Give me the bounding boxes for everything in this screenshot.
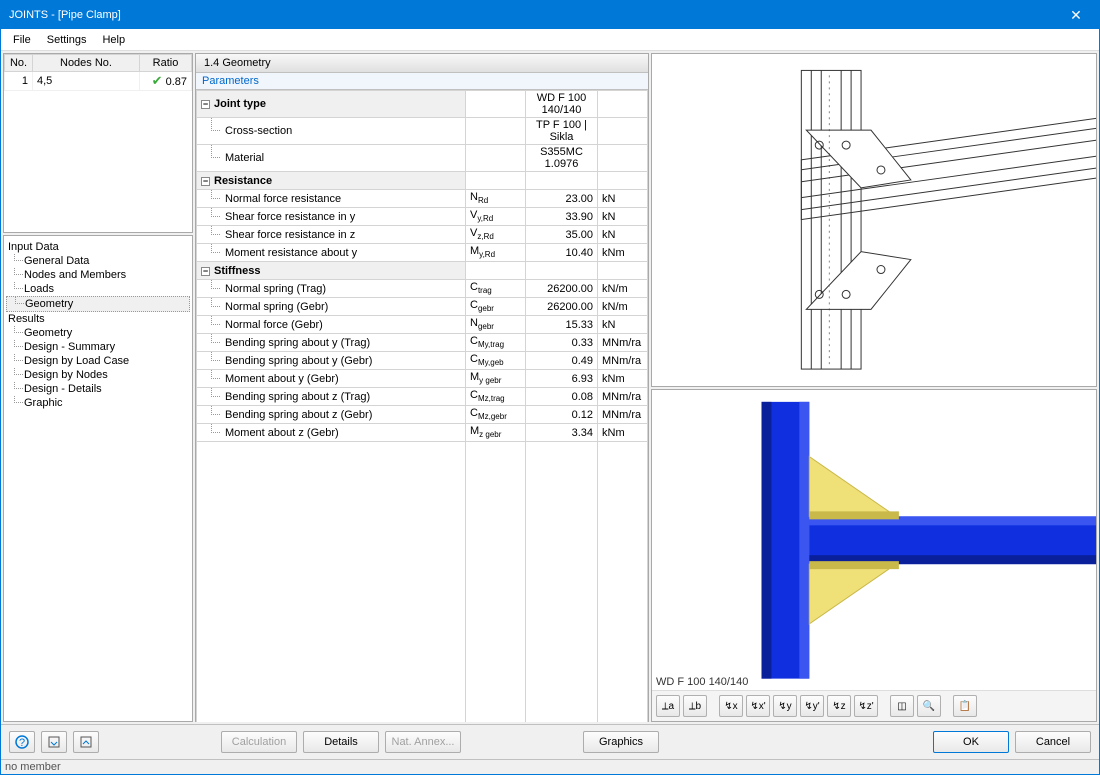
- tree-results[interactable]: Results: [6, 312, 190, 326]
- col-ratio[interactable]: Ratio: [140, 55, 192, 72]
- col-no[interactable]: No.: [5, 55, 33, 72]
- tree-item[interactable]: Geometry: [6, 326, 190, 340]
- joint-render: [652, 390, 1096, 691]
- view-toolbar: ⟂a⟂b ↯x↯x'↯y↯y'↯z↯z' ◫🔍 📋: [652, 690, 1096, 721]
- nat-annex-button[interactable]: Nat. Annex...: [385, 731, 461, 753]
- tree-item[interactable]: Design by Nodes: [6, 368, 190, 382]
- param-row: Bending spring about y (Trag)CMy,trag0.3…: [197, 334, 648, 352]
- render-view[interactable]: WD F 100 140/140 ⟂a⟂b ↯x↯x'↯y↯y'↯z↯z' ◫🔍 📋: [651, 389, 1097, 723]
- param-row: Moment about y (Gebr)My gebr6.93kNm: [197, 370, 648, 388]
- tree-item[interactable]: General Data: [6, 254, 190, 268]
- parameters-panel: 1.4 Geometry Parameters −Joint typeWD F …: [195, 53, 649, 722]
- view-tool-button[interactable]: 🔍: [917, 695, 941, 717]
- bottom-toolbar: ? Calculation Details Nat. Annex... Grap…: [1, 724, 1099, 759]
- titlebar: JOINTS - [Pipe Clamp] ✕: [1, 1, 1099, 29]
- param-row: Normal force (Gebr)Ngebr15.33kN: [197, 316, 648, 334]
- param-row: MaterialS355MC 1.0976: [197, 145, 648, 172]
- param-row: Normal spring (Trag)Ctrag26200.00kN/m: [197, 280, 648, 298]
- view-tool-button[interactable]: ↯x': [746, 695, 770, 717]
- export-icon[interactable]: [41, 731, 67, 753]
- nodes-table: No. Nodes No. Ratio 14,5✔ 0.87: [3, 53, 193, 233]
- tree-input-data[interactable]: Input Data: [6, 240, 190, 254]
- col-nodes[interactable]: Nodes No.: [33, 55, 140, 72]
- view-tool-button[interactable]: ↯y: [773, 695, 797, 717]
- view-tool-button[interactable]: ⟂b: [683, 695, 707, 717]
- navigator-tree: Input Data General DataNodes and Members…: [3, 235, 193, 722]
- param-row: Bending spring about y (Gebr)CMy,geb0.49…: [197, 352, 648, 370]
- graphics-button[interactable]: Graphics: [583, 731, 659, 753]
- tree-item[interactable]: Nodes and Members: [6, 268, 190, 282]
- param-row: Bending spring about z (Trag)CMz,trag0.0…: [197, 388, 648, 406]
- section-title: 1.4 Geometry: [196, 54, 648, 73]
- status-ok-icon: ✔: [152, 73, 163, 88]
- wireframe-view[interactable]: [651, 53, 1097, 387]
- param-group[interactable]: −Stiffness: [197, 262, 466, 280]
- close-icon[interactable]: ✕: [1061, 7, 1091, 24]
- calculation-button[interactable]: Calculation: [221, 731, 297, 753]
- view-tool-button[interactable]: ↯z: [827, 695, 851, 717]
- menu-file[interactable]: File: [5, 32, 39, 48]
- view-tool-button[interactable]: ◫: [890, 695, 914, 717]
- view-tool-button[interactable]: ↯z': [854, 695, 878, 717]
- details-button[interactable]: Details: [303, 731, 379, 753]
- view-tool-button[interactable]: ↯x: [719, 695, 743, 717]
- tree-item[interactable]: Design by Load Case: [6, 354, 190, 368]
- view-tool-button[interactable]: ↯y': [800, 695, 824, 717]
- param-row: Normal force resistanceNRd23.00kN: [197, 190, 648, 208]
- window-title: JOINTS - [Pipe Clamp]: [9, 9, 1061, 21]
- param-row: Cross-sectionTP F 100 | Sikla: [197, 118, 648, 145]
- help-icon[interactable]: ?: [9, 731, 35, 753]
- cancel-button[interactable]: Cancel: [1015, 731, 1091, 753]
- param-row: Moment about z (Gebr)Mz gebr3.34kNm: [197, 424, 648, 442]
- parameters-label: Parameters: [196, 73, 648, 90]
- view-tool-button[interactable]: 📋: [953, 695, 977, 717]
- statusbar: no member: [1, 759, 1099, 774]
- import-icon[interactable]: [73, 731, 99, 753]
- joint-wireframe: [652, 54, 1096, 386]
- param-row: Bending spring about z (Gebr)CMz,gebr0.1…: [197, 406, 648, 424]
- param-group[interactable]: −Joint type: [197, 91, 466, 118]
- menubar: File Settings Help: [1, 29, 1099, 51]
- tree-item[interactable]: Design - Details: [6, 382, 190, 396]
- param-row: Shear force resistance in yVy,Rd33.90kN: [197, 208, 648, 226]
- param-row: Normal spring (Gebr)Cgebr26200.00kN/m: [197, 298, 648, 316]
- tree-item[interactable]: Design - Summary: [6, 340, 190, 354]
- status-text: no member: [5, 761, 61, 773]
- param-row: Moment resistance about yMy,Rd10.40kNm: [197, 244, 648, 262]
- param-row: Shear force resistance in zVz,Rd35.00kN: [197, 226, 648, 244]
- model-label: WD F 100 140/140: [656, 676, 748, 688]
- tree-item[interactable]: Loads: [6, 282, 190, 296]
- param-group[interactable]: −Resistance: [197, 172, 466, 190]
- view-tool-button[interactable]: ⟂a: [656, 695, 680, 717]
- tree-item[interactable]: Graphic: [6, 396, 190, 410]
- menu-settings[interactable]: Settings: [39, 32, 95, 48]
- svg-text:?: ?: [19, 737, 25, 749]
- menu-help[interactable]: Help: [94, 32, 133, 48]
- ok-button[interactable]: OK: [933, 731, 1009, 753]
- tree-item[interactable]: Geometry: [6, 296, 190, 312]
- table-row[interactable]: 14,5✔ 0.87: [5, 72, 192, 91]
